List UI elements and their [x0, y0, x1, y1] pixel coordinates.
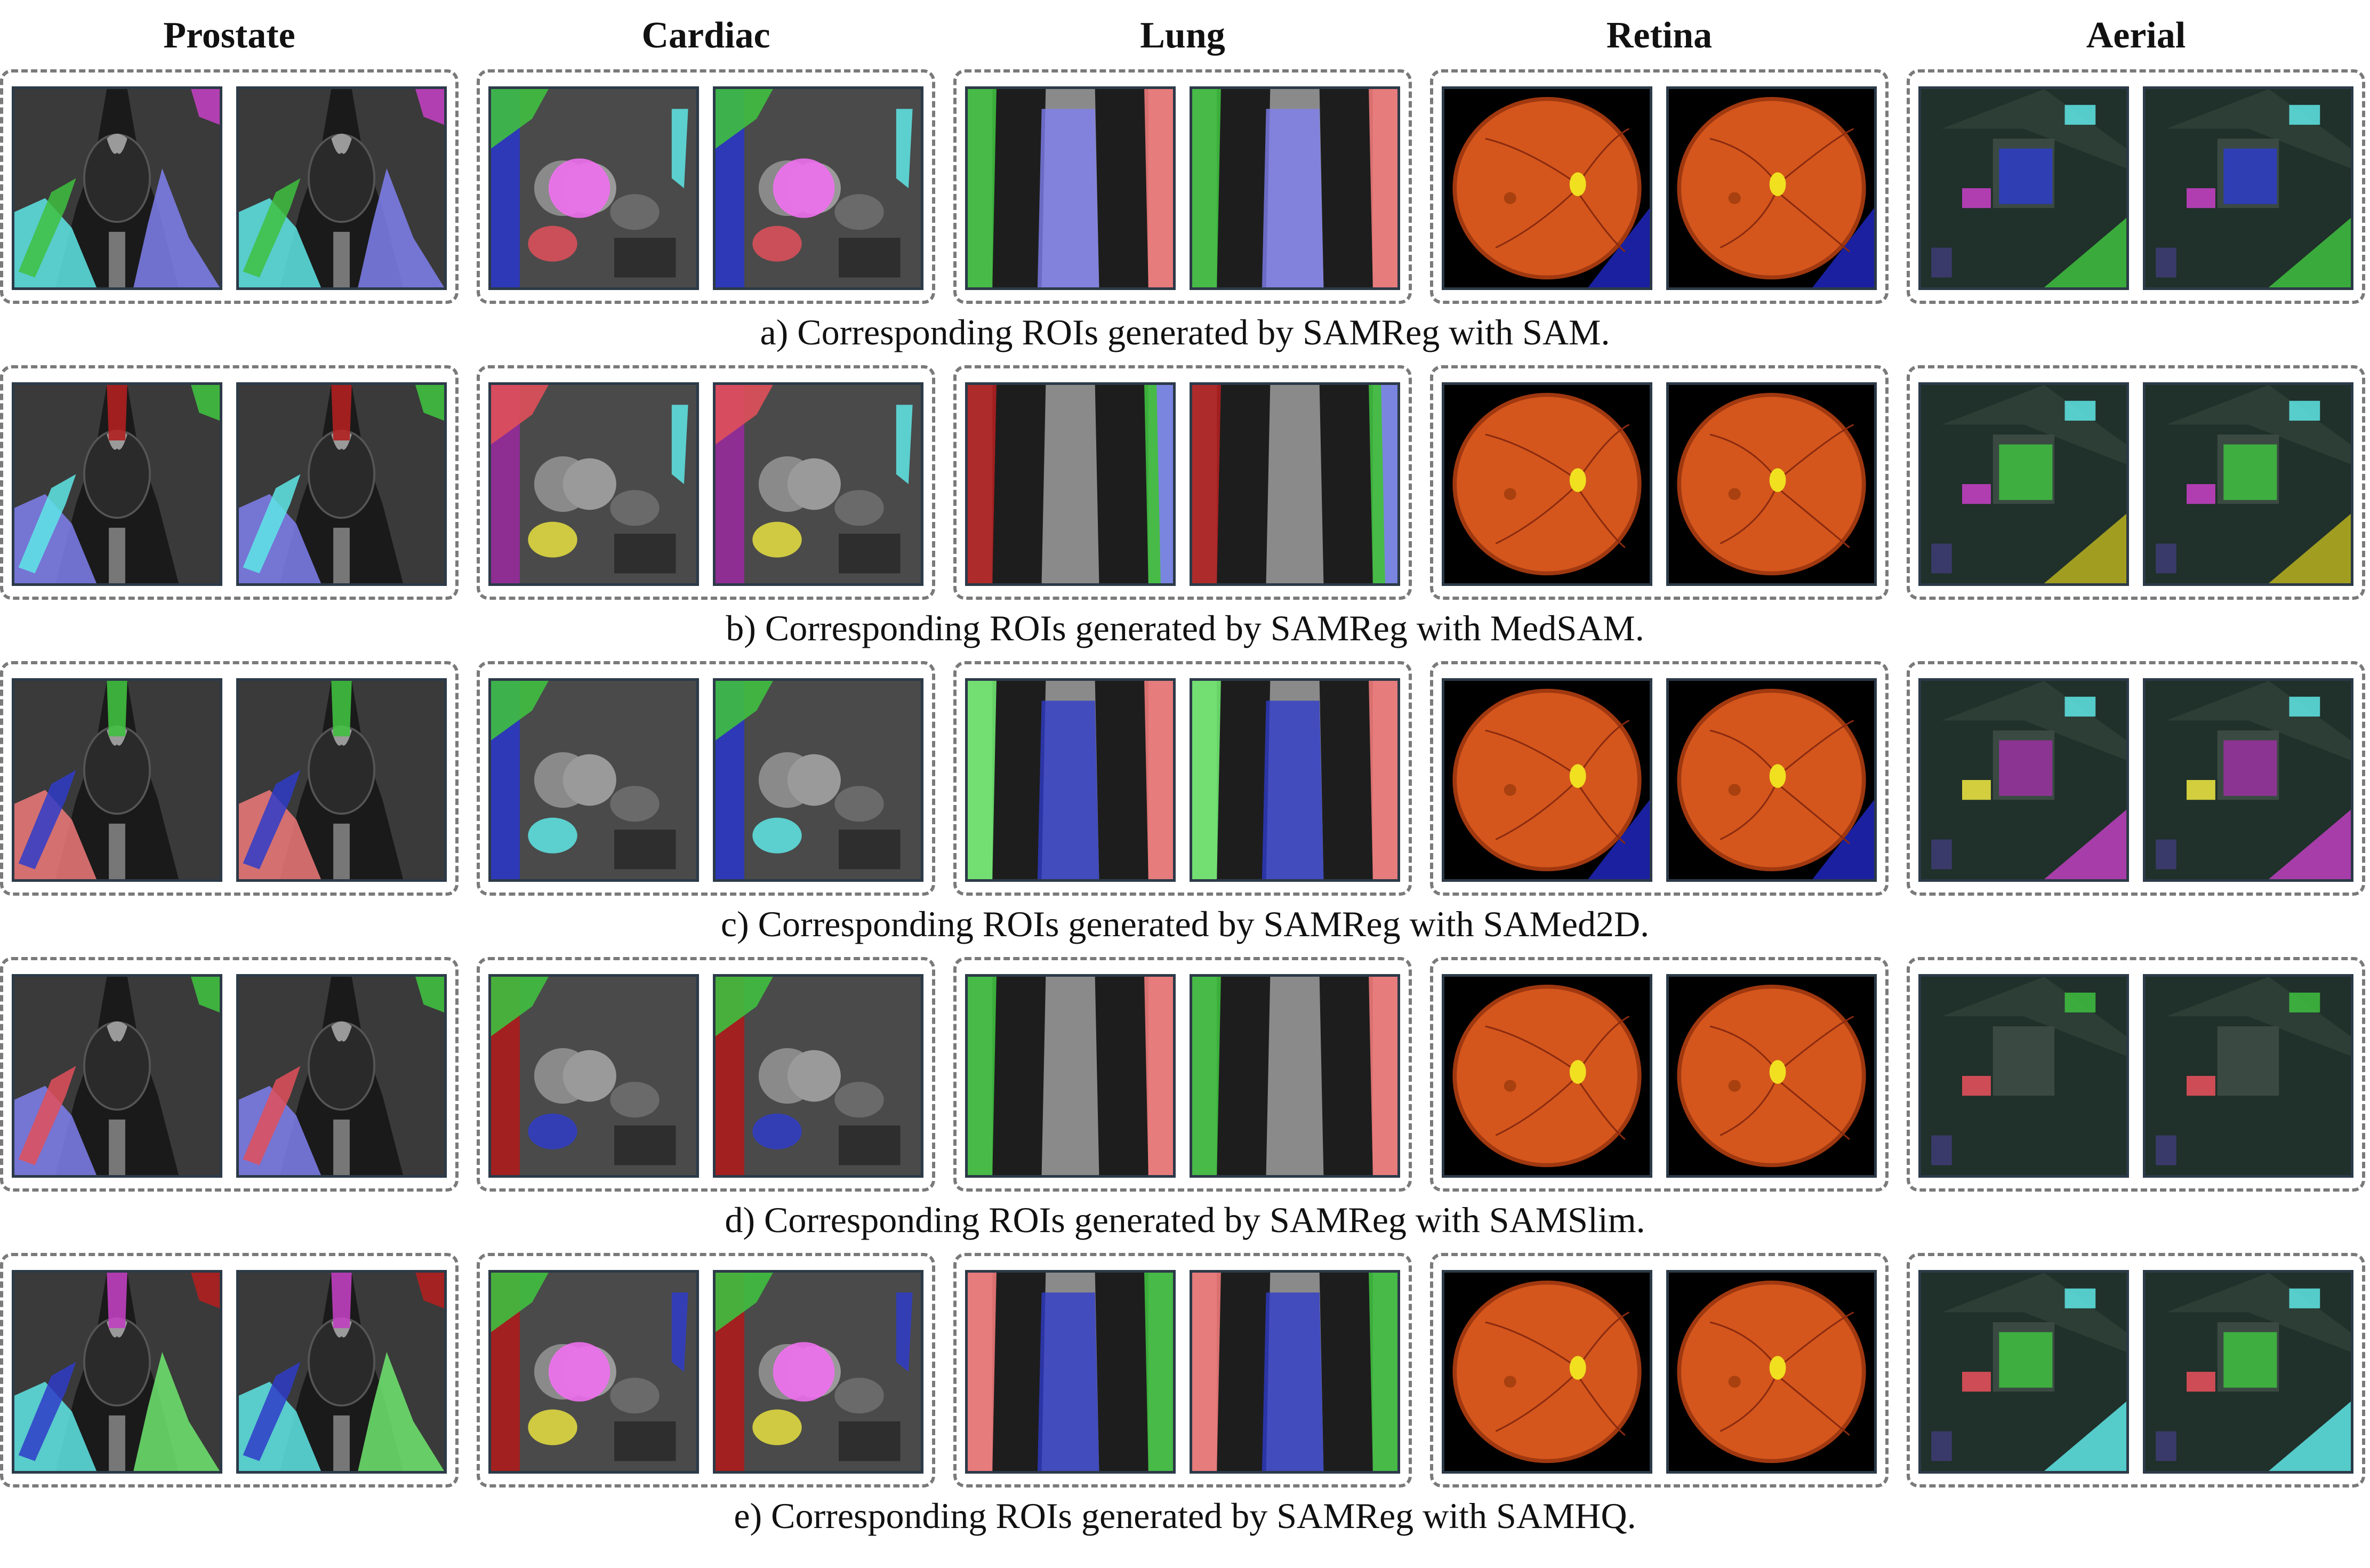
caption-row-d: d) Corresponding ROIs generated by SAMRe…	[725, 1200, 1645, 1240]
retina-fixed-image	[1666, 1270, 1877, 1474]
retina-pair-d	[1430, 957, 1889, 1192]
cardiac-moving-image	[488, 1270, 699, 1474]
prostate-fixed-image	[236, 678, 447, 882]
cardiac-fixed-image	[713, 678, 923, 882]
retina-moving-image	[1442, 1270, 1652, 1474]
retina-pair-a	[1430, 69, 1889, 304]
lung-fixed-image	[1190, 678, 1400, 882]
aerial-fixed-image	[2143, 974, 2353, 1178]
retina-fixed-image	[1666, 678, 1877, 882]
cardiac-pair-a	[477, 69, 935, 304]
aerial-pair-c	[1907, 661, 2365, 896]
column-header-cardiac: Cardiac	[641, 15, 770, 56]
caption-row-a: a) Corresponding ROIs generated by SAMRe…	[760, 312, 1610, 352]
lung-moving-image	[965, 382, 1176, 586]
column-headers: Prostate Cardiac Lung Retina Aerial	[0, 0, 2370, 69]
cardiac-pair-b	[477, 365, 935, 600]
cardiac-fixed-image	[713, 86, 923, 290]
cardiac-moving-image	[488, 382, 699, 586]
caption-row-c: c) Corresponding ROIs generated by SAMRe…	[720, 904, 1650, 944]
lung-moving-image	[965, 86, 1176, 290]
cardiac-pair-d	[477, 957, 935, 1192]
aerial-pair-a	[1907, 69, 2365, 304]
aerial-pair-b	[1907, 365, 2365, 600]
cardiac-moving-image	[488, 974, 699, 1178]
retina-fixed-image	[1666, 86, 1877, 290]
column-header-aerial: Aerial	[2086, 15, 2186, 56]
prostate-pair-d	[0, 957, 459, 1192]
aerial-fixed-image	[2143, 1270, 2353, 1474]
cardiac-moving-image	[488, 86, 699, 290]
lung-pair-b	[953, 365, 1412, 600]
aerial-moving-image	[1918, 382, 2129, 586]
lung-fixed-image	[1190, 1270, 1400, 1474]
lung-pair-d	[953, 957, 1412, 1192]
aerial-fixed-image	[2143, 382, 2353, 586]
cardiac-fixed-image	[713, 974, 923, 1178]
aerial-moving-image	[1918, 86, 2129, 290]
prostate-pair-c	[0, 661, 459, 896]
retina-moving-image	[1442, 382, 1652, 586]
retina-moving-image	[1442, 974, 1652, 1178]
aerial-pair-e	[1907, 1253, 2365, 1487]
aerial-moving-image	[1918, 678, 2129, 882]
prostate-pair-a	[0, 69, 459, 304]
retina-pair-e	[1430, 1253, 1889, 1487]
lung-pair-a	[953, 69, 1412, 304]
prostate-pair-e	[0, 1253, 459, 1487]
lung-pair-c	[953, 661, 1412, 896]
lung-moving-image	[965, 1270, 1176, 1474]
cardiac-pair-e	[477, 1253, 935, 1487]
aerial-fixed-image	[2143, 678, 2353, 882]
prostate-moving-image	[12, 382, 222, 586]
prostate-fixed-image	[236, 974, 447, 1178]
prostate-moving-image	[12, 974, 222, 1178]
retina-moving-image	[1442, 86, 1652, 290]
lung-fixed-image	[1190, 382, 1400, 586]
aerial-moving-image	[1918, 1270, 2129, 1474]
lung-fixed-image	[1190, 86, 1400, 290]
aerial-pair-d	[1907, 957, 2365, 1192]
lung-moving-image	[965, 678, 1176, 882]
retina-fixed-image	[1666, 382, 1877, 586]
cardiac-pair-c	[477, 661, 935, 896]
lung-fixed-image	[1190, 974, 1400, 1178]
column-header-retina: Retina	[1606, 15, 1713, 56]
cardiac-moving-image	[488, 678, 699, 882]
lung-moving-image	[965, 974, 1176, 1178]
retina-pair-c	[1430, 661, 1889, 896]
prostate-moving-image	[12, 678, 222, 882]
retina-moving-image	[1442, 678, 1652, 882]
retina-fixed-image	[1666, 974, 1877, 1178]
caption-row-e: e) Corresponding ROIs generated by SAMRe…	[734, 1495, 1636, 1536]
aerial-moving-image	[1918, 974, 2129, 1178]
prostate-fixed-image	[236, 86, 447, 290]
lung-pair-e	[953, 1253, 1412, 1487]
retina-pair-b	[1430, 365, 1889, 600]
prostate-fixed-image	[236, 1270, 447, 1474]
prostate-pair-b	[0, 365, 459, 600]
prostate-moving-image	[12, 1270, 222, 1474]
prostate-fixed-image	[236, 382, 447, 586]
cardiac-fixed-image	[713, 1270, 923, 1474]
caption-row-b: b) Corresponding ROIs generated by SAMRe…	[726, 608, 1644, 648]
column-header-lung: Lung	[1140, 15, 1225, 56]
cardiac-fixed-image	[713, 382, 923, 586]
prostate-moving-image	[12, 86, 222, 290]
column-header-prostate: Prostate	[163, 15, 295, 56]
aerial-fixed-image	[2143, 86, 2353, 290]
